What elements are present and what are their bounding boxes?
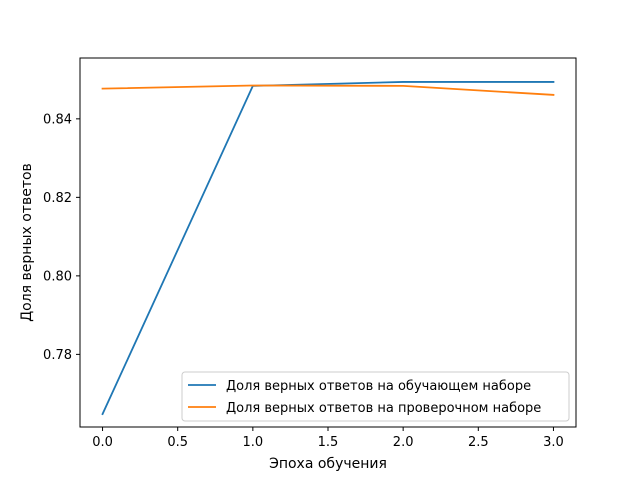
series-line-1 — [101, 81, 555, 416]
x-tick-label: 2.5 — [468, 435, 489, 450]
x-axis-label: Эпоха обучения — [269, 456, 387, 472]
x-tick-label: 1.5 — [318, 435, 339, 450]
y-tick-label: 0.82 — [43, 191, 72, 206]
x-tick-label: 0.5 — [167, 435, 188, 450]
x-axis-ticks: 0.0 0.5 1.0 1.5 2.0 2.5 3.0 — [92, 427, 564, 450]
x-tick-label: 2.0 — [393, 435, 414, 450]
y-tick-label: 0.80 — [43, 269, 72, 284]
legend-label: Доля верных ответов на обучающем наборе — [226, 379, 531, 394]
x-tick-label: 0.0 — [92, 435, 113, 450]
x-tick-label: 1.0 — [243, 435, 264, 450]
legend-label: Доля верных ответов на проверочном набор… — [226, 401, 541, 416]
y-tick-label: 0.78 — [43, 348, 72, 363]
series-line-2 — [101, 84, 555, 96]
series-layer — [101, 81, 555, 416]
y-axis-label: Доля верных ответов — [19, 163, 35, 322]
legend: Доля верных ответов на обучающем наборе Д… — [181, 371, 570, 422]
y-tick-label: 0.84 — [43, 112, 72, 127]
y-axis-ticks: 0.78 0.80 0.82 0.84 — [43, 112, 80, 363]
x-tick-label: 3.0 — [543, 435, 564, 450]
legend-box — [181, 371, 570, 422]
